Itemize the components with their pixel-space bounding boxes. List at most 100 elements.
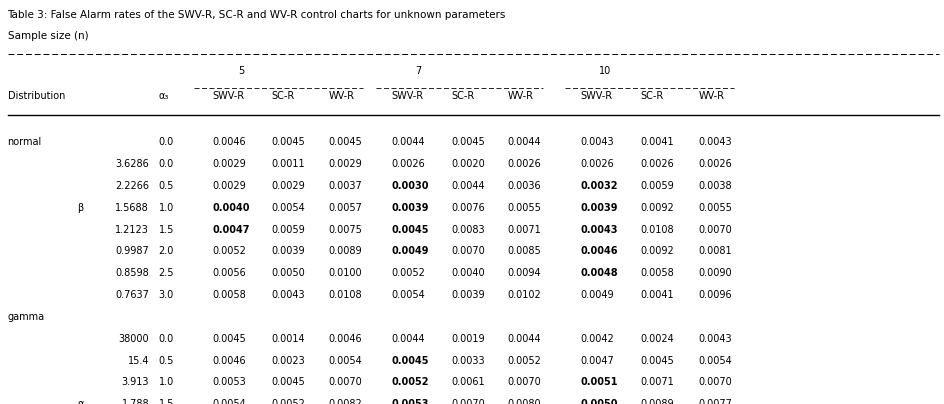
Text: 1.788: 1.788 bbox=[122, 399, 149, 404]
Text: 0.0023: 0.0023 bbox=[272, 356, 306, 366]
Text: 0.0044: 0.0044 bbox=[451, 181, 485, 191]
Text: 0.0096: 0.0096 bbox=[699, 290, 733, 300]
Text: 1.5: 1.5 bbox=[159, 399, 174, 404]
Text: SC-R: SC-R bbox=[640, 91, 664, 101]
Text: 38000: 38000 bbox=[119, 334, 149, 344]
Text: 0.0029: 0.0029 bbox=[329, 159, 362, 169]
Text: 0.0046: 0.0046 bbox=[212, 356, 246, 366]
Text: 0.0: 0.0 bbox=[159, 334, 174, 344]
Text: 0.0108: 0.0108 bbox=[329, 290, 362, 300]
Text: 0.0102: 0.0102 bbox=[508, 290, 542, 300]
Text: 0.0052: 0.0052 bbox=[392, 268, 426, 278]
Text: 0.0026: 0.0026 bbox=[640, 159, 674, 169]
Text: 0.0092: 0.0092 bbox=[640, 246, 674, 257]
Text: 0.0047: 0.0047 bbox=[212, 225, 250, 235]
Text: 0.0100: 0.0100 bbox=[329, 268, 362, 278]
Text: Distribution: Distribution bbox=[8, 91, 65, 101]
Text: 0.0070: 0.0070 bbox=[451, 246, 485, 257]
Text: 0.0058: 0.0058 bbox=[212, 290, 246, 300]
Text: 0.0045: 0.0045 bbox=[640, 356, 674, 366]
Text: 0.0052: 0.0052 bbox=[212, 246, 246, 257]
Text: 0.0040: 0.0040 bbox=[451, 268, 485, 278]
Text: 0.0030: 0.0030 bbox=[392, 181, 430, 191]
Text: 0.0011: 0.0011 bbox=[272, 159, 306, 169]
Text: 0.0070: 0.0070 bbox=[451, 399, 485, 404]
Text: 0.0071: 0.0071 bbox=[640, 377, 674, 387]
Text: 1.5688: 1.5688 bbox=[115, 203, 149, 213]
Text: 0.0032: 0.0032 bbox=[581, 181, 618, 191]
Text: 0.0053: 0.0053 bbox=[392, 399, 430, 404]
Text: 0.0041: 0.0041 bbox=[640, 290, 674, 300]
Text: 0.0: 0.0 bbox=[159, 159, 174, 169]
Text: 0.0044: 0.0044 bbox=[392, 334, 426, 344]
Text: 0.0020: 0.0020 bbox=[451, 159, 485, 169]
Text: 0.0026: 0.0026 bbox=[392, 159, 426, 169]
Text: 0.0045: 0.0045 bbox=[329, 137, 362, 147]
Text: 0.0038: 0.0038 bbox=[699, 181, 733, 191]
Text: SC-R: SC-R bbox=[451, 91, 475, 101]
Text: 0.0029: 0.0029 bbox=[272, 181, 306, 191]
Text: 0.0090: 0.0090 bbox=[699, 268, 733, 278]
Text: 1.5: 1.5 bbox=[159, 225, 174, 235]
Text: 0.0024: 0.0024 bbox=[640, 334, 674, 344]
Text: 0.0045: 0.0045 bbox=[272, 377, 306, 387]
Text: 10: 10 bbox=[599, 66, 612, 76]
Text: 0.0043: 0.0043 bbox=[581, 137, 615, 147]
Text: 2.2266: 2.2266 bbox=[115, 181, 149, 191]
Text: 0.0044: 0.0044 bbox=[508, 334, 542, 344]
Text: 0.0055: 0.0055 bbox=[508, 203, 542, 213]
Text: 0.0046: 0.0046 bbox=[581, 246, 618, 257]
Text: 0.0039: 0.0039 bbox=[392, 203, 430, 213]
Text: 0.0026: 0.0026 bbox=[581, 159, 615, 169]
Text: 0.0052: 0.0052 bbox=[272, 399, 306, 404]
Text: 0.0046: 0.0046 bbox=[212, 137, 246, 147]
Text: 0.0042: 0.0042 bbox=[581, 334, 615, 344]
Text: 0.0070: 0.0070 bbox=[329, 377, 362, 387]
Text: 0.0053: 0.0053 bbox=[212, 377, 246, 387]
Text: 0.0026: 0.0026 bbox=[699, 159, 733, 169]
Text: 0.0077: 0.0077 bbox=[699, 399, 733, 404]
Text: 0.0036: 0.0036 bbox=[508, 181, 542, 191]
Text: SC-R: SC-R bbox=[272, 91, 295, 101]
Text: normal: normal bbox=[8, 137, 42, 147]
Text: 0.0026: 0.0026 bbox=[508, 159, 542, 169]
Text: 1.0: 1.0 bbox=[159, 377, 174, 387]
Text: 0.0094: 0.0094 bbox=[508, 268, 542, 278]
Text: 0.0058: 0.0058 bbox=[640, 268, 674, 278]
Text: 0.0051: 0.0051 bbox=[581, 377, 618, 387]
Text: 0.0075: 0.0075 bbox=[329, 225, 362, 235]
Text: 0.0040: 0.0040 bbox=[212, 203, 250, 213]
Text: SWV-R: SWV-R bbox=[581, 91, 613, 101]
Text: 0.0089: 0.0089 bbox=[640, 399, 674, 404]
Text: 0.5: 0.5 bbox=[159, 356, 174, 366]
Text: 0.0054: 0.0054 bbox=[212, 399, 246, 404]
Text: 3.0: 3.0 bbox=[159, 290, 174, 300]
Text: 0.0089: 0.0089 bbox=[329, 246, 362, 257]
Text: 0.0080: 0.0080 bbox=[508, 399, 542, 404]
Text: 0.0052: 0.0052 bbox=[392, 377, 430, 387]
Text: 0.0057: 0.0057 bbox=[329, 203, 362, 213]
Text: 0.0056: 0.0056 bbox=[212, 268, 246, 278]
Text: 0.0085: 0.0085 bbox=[508, 246, 542, 257]
Text: 0.0043: 0.0043 bbox=[272, 290, 306, 300]
Text: 0.0045: 0.0045 bbox=[272, 137, 306, 147]
Text: 0.0054: 0.0054 bbox=[392, 290, 426, 300]
Text: 0.0039: 0.0039 bbox=[581, 203, 618, 213]
Text: 0.0092: 0.0092 bbox=[640, 203, 674, 213]
Text: 0.0037: 0.0037 bbox=[329, 181, 362, 191]
Text: 0.7637: 0.7637 bbox=[115, 290, 149, 300]
Text: 0.0: 0.0 bbox=[159, 137, 174, 147]
Text: 0.0054: 0.0054 bbox=[699, 356, 733, 366]
Text: 3.913: 3.913 bbox=[122, 377, 149, 387]
Text: 0.0029: 0.0029 bbox=[212, 159, 246, 169]
Text: 0.0049: 0.0049 bbox=[581, 290, 615, 300]
Text: 0.0049: 0.0049 bbox=[392, 246, 430, 257]
Text: 0.0052: 0.0052 bbox=[508, 356, 542, 366]
Text: 0.5: 0.5 bbox=[159, 181, 174, 191]
Text: 0.0014: 0.0014 bbox=[272, 334, 306, 344]
Text: WV-R: WV-R bbox=[508, 91, 534, 101]
Text: 0.0033: 0.0033 bbox=[451, 356, 485, 366]
Text: 0.0076: 0.0076 bbox=[451, 203, 485, 213]
Text: β: β bbox=[77, 203, 84, 213]
Text: SWV-R: SWV-R bbox=[212, 91, 244, 101]
